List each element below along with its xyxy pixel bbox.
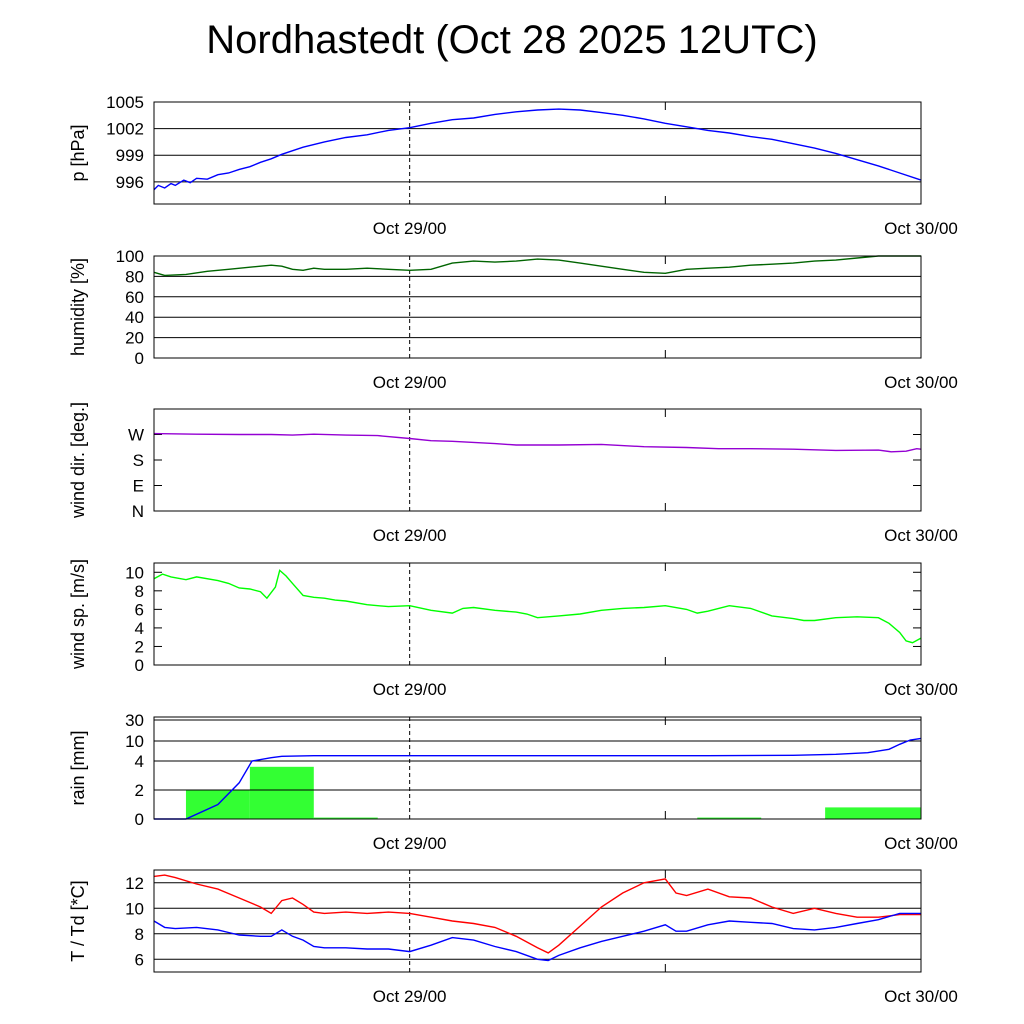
y-tick-label: 6 (135, 950, 144, 969)
series-line (153, 569, 922, 644)
y-tick-label: 30 (125, 711, 144, 730)
x-tick-label: Oct 30/00 (884, 373, 958, 392)
y-tick-label: N (132, 502, 144, 521)
y-tick-label: 40 (125, 308, 144, 327)
y-tick-label: 996 (116, 173, 144, 192)
series-line (153, 108, 922, 191)
y-tick-label: 0 (135, 810, 144, 829)
rain-bar (825, 807, 921, 819)
x-tick-label: Oct 30/00 (884, 526, 958, 545)
y-tick-label: 999 (116, 146, 144, 165)
plot-frame (153, 255, 922, 359)
y-tick-label: 80 (125, 267, 144, 286)
x-tick-label: Oct 29/00 (373, 834, 447, 853)
y-tick-label: 1005 (106, 93, 144, 112)
y-tick-label: 10 (125, 899, 144, 918)
panel-rain: 0 2 410 30 Oct 29/00 Oct 30/00 rain [mm] (68, 711, 958, 853)
y-tick-label: 20 (125, 329, 144, 348)
series-line (153, 874, 921, 954)
x-tick-label: Oct 29/00 (373, 680, 447, 699)
y-axis-label: p [hPa] (68, 124, 88, 181)
y-tick-label: 1002 (106, 120, 144, 139)
y-axis-label: wind dir. [deg.] (68, 402, 88, 519)
y-axis-label: humidity [%] (68, 258, 88, 356)
rain-bar (249, 766, 314, 819)
y-tick-label: 6 (135, 600, 144, 619)
y-tick-label: S (133, 451, 144, 470)
x-tick-label: Oct 30/00 (884, 219, 958, 238)
y-tick-label: 8 (135, 582, 144, 601)
y-tick-label: 2 (135, 637, 144, 656)
y-axis-label: rain [mm] (68, 730, 88, 805)
page-title: Nordhastedt (Oct 28 2025 12UTC) (206, 18, 818, 62)
plot-frame (153, 716, 922, 820)
y-tick-label: E (133, 477, 144, 496)
y-tick-label: 10 (125, 563, 144, 582)
y-tick-label: 4 (135, 619, 144, 638)
plot-frame (153, 562, 922, 666)
series-line (153, 432, 922, 453)
x-tick-label: Oct 30/00 (884, 834, 958, 853)
y-axis-label: wind sp. [m/s] (68, 559, 88, 670)
x-tick-label: Oct 29/00 (373, 373, 447, 392)
y-tick-label: 100 (116, 247, 144, 266)
y-tick-label: 8 (135, 925, 144, 944)
y-tick-label: 0 (135, 656, 144, 675)
y-tick-label: 12 (125, 874, 144, 893)
series-line (154, 737, 922, 820)
series-line (153, 255, 921, 277)
x-tick-label: Oct 30/00 (884, 987, 958, 1006)
plot-frame (153, 101, 922, 205)
x-tick-label: Oct 29/00 (373, 526, 447, 545)
y-tick-label: 60 (125, 288, 144, 307)
y-tick-label: 0 (135, 349, 144, 368)
panel-temperature: 6 8 10 12 Oct 29/00 Oct 30/00 T / Td [*C] (68, 869, 958, 1006)
x-tick-label: Oct 29/00 (373, 219, 447, 238)
series-line (153, 912, 921, 962)
plot-frame (153, 869, 922, 973)
y-tick-label: W (128, 426, 144, 445)
y-tick-label: 10 (125, 732, 144, 751)
plot-frame (153, 408, 922, 512)
x-tick-label: Oct 29/00 (373, 987, 447, 1006)
rain-bar (313, 817, 378, 819)
y-tick-label: 2 (135, 781, 144, 800)
rain-bar (697, 817, 762, 819)
x-tick-label: Oct 30/00 (884, 680, 958, 699)
panel-pressure: 996 999 1002 1005 Oct 29/00 Oct 30/00 p [hPa] (68, 93, 958, 238)
y-tick-label: 4 (135, 752, 144, 771)
y-axis-label: T / Td [*C] (68, 880, 88, 961)
